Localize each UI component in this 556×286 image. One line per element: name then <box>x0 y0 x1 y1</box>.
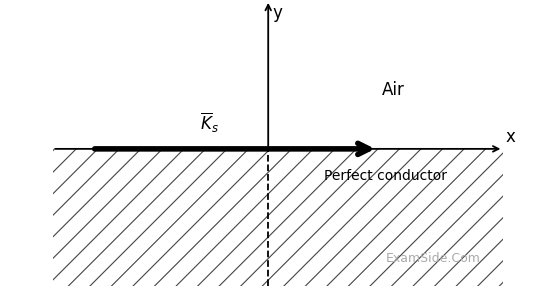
Text: $\overline{K}_s$: $\overline{K}_s$ <box>200 111 219 135</box>
Text: Perfect conductor: Perfect conductor <box>324 169 447 183</box>
Text: ExamSide.Com: ExamSide.Com <box>385 252 480 265</box>
Text: x: x <box>505 128 515 146</box>
Bar <box>53 149 503 286</box>
Text: Air: Air <box>382 81 405 99</box>
Text: y: y <box>273 4 283 22</box>
